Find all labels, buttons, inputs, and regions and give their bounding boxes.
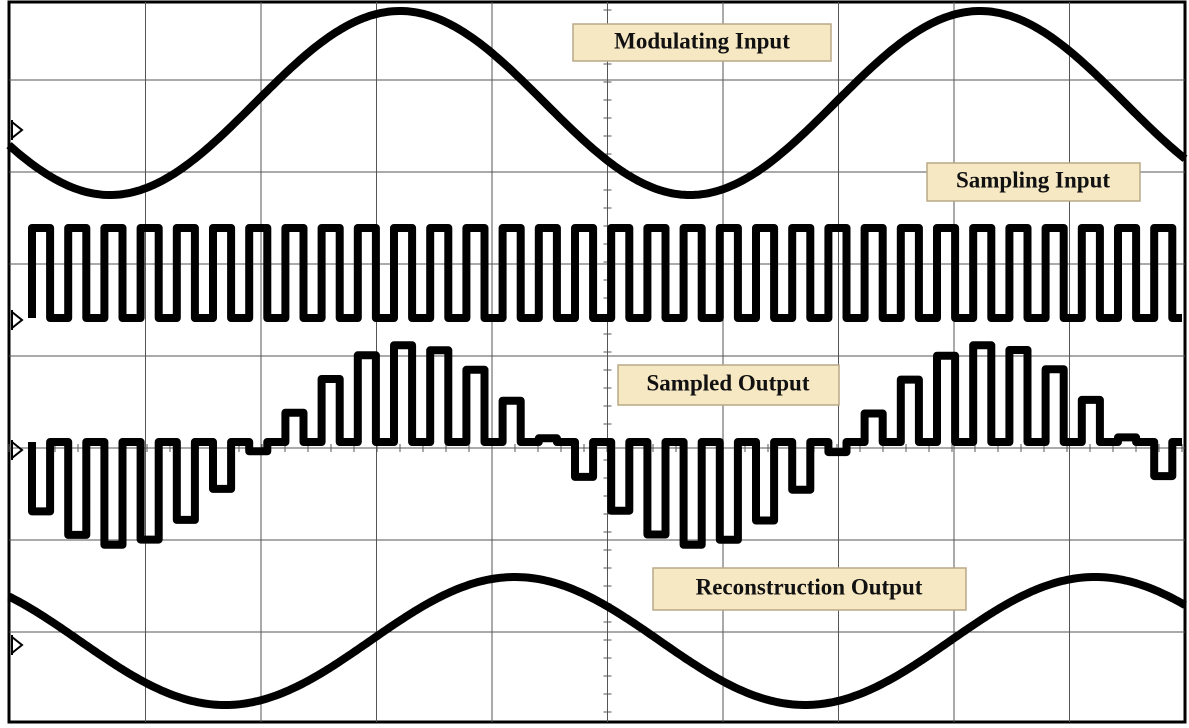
trace-label: Modulating Input: [614, 28, 790, 53]
ch1-marker: [11, 120, 24, 140]
ch2-marker: [11, 310, 24, 330]
trace-label: Reconstruction Output: [696, 574, 923, 599]
label-box: [926, 162, 1141, 202]
sampling-wave: [28, 224, 1182, 322]
label-modulating: Modulating Input: [572, 23, 832, 62]
label-sampling: Sampling Input: [926, 162, 1141, 202]
trace-label: Sampled Output: [647, 370, 810, 395]
label-box: [572, 23, 832, 62]
label-box: [617, 364, 840, 406]
channel-markers: [11, 120, 24, 655]
trace-label: Sampling Input: [956, 167, 1110, 192]
ch3-marker: [11, 440, 24, 460]
sampled-wave: [28, 341, 1182, 549]
label-sampled: Sampled Output: [617, 364, 840, 406]
ch4-marker: [11, 635, 24, 655]
label-reconstruction: Reconstruction Output: [652, 567, 967, 611]
modulating-wave: [6, 7, 1188, 199]
reconstruction-wave: [7, 573, 1187, 709]
waveforms: [6, 7, 1188, 709]
label-box: [652, 567, 967, 611]
